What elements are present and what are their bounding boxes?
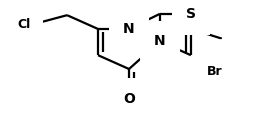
Text: S: S xyxy=(186,7,196,21)
Text: Cl: Cl xyxy=(18,18,31,31)
Text: N: N xyxy=(123,22,135,36)
Text: ─: ─ xyxy=(219,34,224,43)
Text: Br: Br xyxy=(206,65,222,78)
Text: O: O xyxy=(123,92,135,106)
Text: N: N xyxy=(154,34,166,48)
